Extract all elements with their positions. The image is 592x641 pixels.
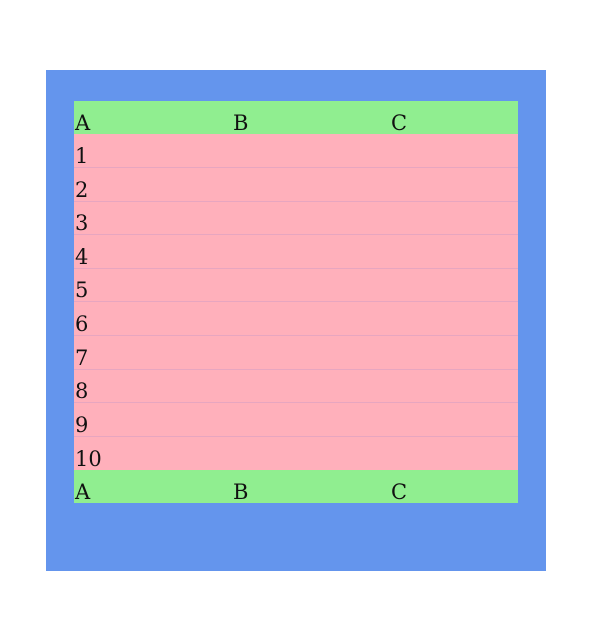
cell-b bbox=[232, 435, 390, 470]
cell-b bbox=[232, 267, 390, 302]
header-cell-c: C bbox=[391, 111, 408, 135]
cell-b bbox=[232, 134, 390, 168]
cell-b bbox=[232, 335, 390, 370]
cell-c bbox=[390, 200, 518, 235]
table-footer: A B C bbox=[74, 469, 518, 504]
cell-b bbox=[232, 200, 390, 235]
footer-row: A B C bbox=[74, 469, 518, 504]
table-container: A B C 1 2 3 4 bbox=[46, 70, 546, 571]
cell-c bbox=[390, 234, 518, 269]
cell-a: 10 bbox=[74, 435, 232, 470]
footer-cell-b: B bbox=[233, 479, 249, 504]
cell-b bbox=[232, 167, 390, 202]
table-row: 7 bbox=[74, 335, 518, 370]
header-cell-b: B bbox=[233, 111, 249, 135]
table-row: 9 bbox=[74, 402, 518, 437]
cell-a: 4 bbox=[74, 234, 232, 269]
footer-cell-a: A bbox=[75, 479, 91, 504]
cell-a: 9 bbox=[74, 402, 232, 437]
cell-a: 6 bbox=[74, 301, 232, 336]
table-row: 6 bbox=[74, 301, 518, 336]
cell-b bbox=[232, 234, 390, 269]
header-row: A B C bbox=[74, 101, 518, 134]
table-header: A B C bbox=[74, 101, 518, 134]
cell-b bbox=[232, 301, 390, 336]
cell-b bbox=[232, 368, 390, 403]
cell-a: 2 bbox=[74, 167, 232, 202]
cell-c bbox=[390, 167, 518, 202]
table-row: 2 bbox=[74, 167, 518, 202]
cell-c bbox=[390, 335, 518, 370]
header-cell-a: A bbox=[75, 111, 91, 135]
footer-cell-c: C bbox=[391, 479, 408, 504]
table-body: 1 2 3 4 5 bbox=[74, 134, 518, 470]
table-row: 4 bbox=[74, 234, 518, 269]
cell-c bbox=[390, 402, 518, 437]
cell-b bbox=[232, 402, 390, 437]
cell-a: 3 bbox=[74, 200, 232, 235]
data-table: A B C 1 2 3 4 bbox=[74, 101, 518, 503]
cell-c bbox=[390, 267, 518, 302]
table-row: 10 bbox=[74, 435, 518, 470]
cell-a: 8 bbox=[74, 368, 232, 403]
cell-c bbox=[390, 368, 518, 403]
table-row: 8 bbox=[74, 368, 518, 403]
cell-c bbox=[390, 134, 518, 168]
cell-c bbox=[390, 301, 518, 336]
cell-c bbox=[390, 435, 518, 470]
cell-a: 7 bbox=[74, 335, 232, 370]
table-row: 1 bbox=[74, 134, 518, 168]
cell-a: 1 bbox=[75, 144, 89, 169]
table-row: 3 bbox=[74, 200, 518, 235]
cell-a: 5 bbox=[74, 267, 232, 302]
table-row: 5 bbox=[74, 267, 518, 302]
